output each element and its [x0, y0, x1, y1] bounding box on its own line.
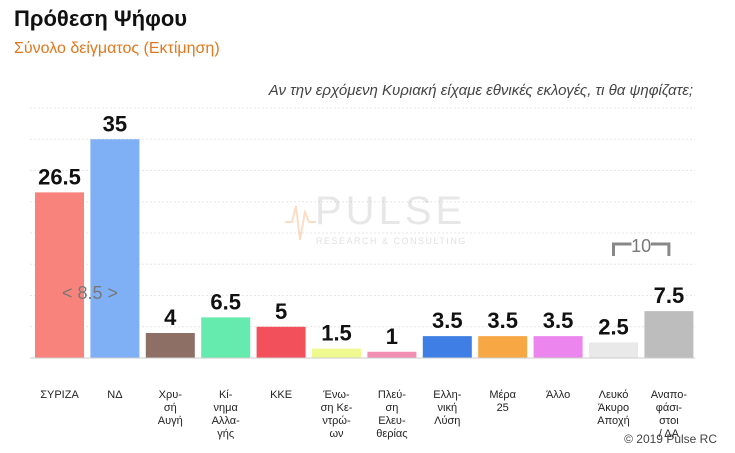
- data-label: 5: [275, 299, 287, 324]
- category-label: Λευκό: [599, 389, 629, 401]
- pulse-wave-icon: [285, 205, 316, 241]
- watermark-brand: PULSE: [315, 189, 466, 233]
- category-label: ση Κε-: [321, 402, 353, 414]
- category-label: Μέρα: [489, 389, 516, 401]
- category-label: Χρυ-: [159, 389, 183, 401]
- bracket-left: [612, 242, 632, 256]
- category-label: ΝΔ: [107, 389, 123, 401]
- category-label: 25: [497, 402, 509, 414]
- bar: [201, 317, 251, 358]
- bar: [478, 336, 528, 358]
- bar: [589, 342, 638, 358]
- data-label: 3.5: [487, 308, 518, 333]
- category-label: Αποχή: [597, 415, 629, 427]
- category-label: σή: [164, 402, 177, 414]
- watermark-tagline: RESEARCH & CONSULTING: [316, 236, 467, 246]
- data-label: 6.5: [210, 289, 241, 314]
- category-label: ντρώ-: [322, 415, 351, 427]
- difference-annotation: < 8.5 >: [62, 283, 118, 303]
- category-label: Λύση: [434, 415, 460, 427]
- survey-question: Αν την ερχόμενη Κυριακή είχαμε εθνικές ε…: [268, 82, 693, 99]
- data-label: 2.5: [598, 314, 629, 339]
- bracket-right: [650, 242, 671, 256]
- data-label: 4: [164, 305, 177, 330]
- data-label: 1.5: [321, 321, 352, 346]
- category-label: Ελευ-: [378, 415, 406, 427]
- category-label: ΣΥΡΙΖΑ: [40, 389, 79, 401]
- data-label: 1: [386, 324, 398, 349]
- data-label: 3.5: [432, 308, 463, 333]
- category-label: νική: [438, 402, 458, 414]
- data-label: 26.5: [38, 164, 81, 189]
- bar: [145, 333, 195, 358]
- bar: [644, 311, 694, 358]
- category-label: ση: [385, 402, 398, 414]
- category-label: Κί-: [219, 389, 233, 401]
- data-label: 35: [103, 111, 127, 136]
- category-label: Ελλη-: [433, 389, 461, 401]
- category-label: Αυγή: [158, 415, 183, 427]
- pulse-watermark: PULSE RESEARCH & CONSULTING: [285, 189, 467, 246]
- bracket-annotation: 10: [631, 236, 651, 256]
- category-label: Άκυρο: [598, 402, 629, 414]
- bar: [35, 192, 84, 358]
- category-label: ων: [329, 428, 344, 440]
- category-label: θερίας: [376, 428, 407, 440]
- bar: [367, 351, 417, 358]
- data-label: 3.5: [543, 308, 574, 333]
- category-label: νημα: [214, 402, 239, 414]
- chart-subtitle: Σύνολο δείγματος (Εκτίμηση): [14, 40, 220, 57]
- bar: [256, 326, 306, 358]
- category-label: / ΔΑ: [659, 428, 680, 440]
- copyright-notice: © 2019 Pulse RC: [624, 432, 717, 446]
- category-label: Ένω-: [322, 389, 350, 401]
- data-label: 7.5: [654, 283, 685, 308]
- category-label: Πλεύ-: [378, 389, 406, 401]
- category-label: ΚΚΕ: [270, 389, 292, 401]
- bar: [422, 336, 472, 358]
- category-label: φάσι-: [656, 402, 683, 414]
- category-label: Αναπο-: [651, 389, 688, 401]
- category-label: γής: [217, 428, 234, 440]
- chart-title: Πρόθεση Ψήφου: [14, 6, 188, 31]
- category-label: Άλλο: [546, 389, 570, 401]
- category-label: Αλλα-: [212, 415, 241, 427]
- category-label: στοι: [659, 415, 679, 427]
- bar: [90, 139, 140, 358]
- bar: [533, 336, 583, 358]
- bar: [312, 348, 361, 358]
